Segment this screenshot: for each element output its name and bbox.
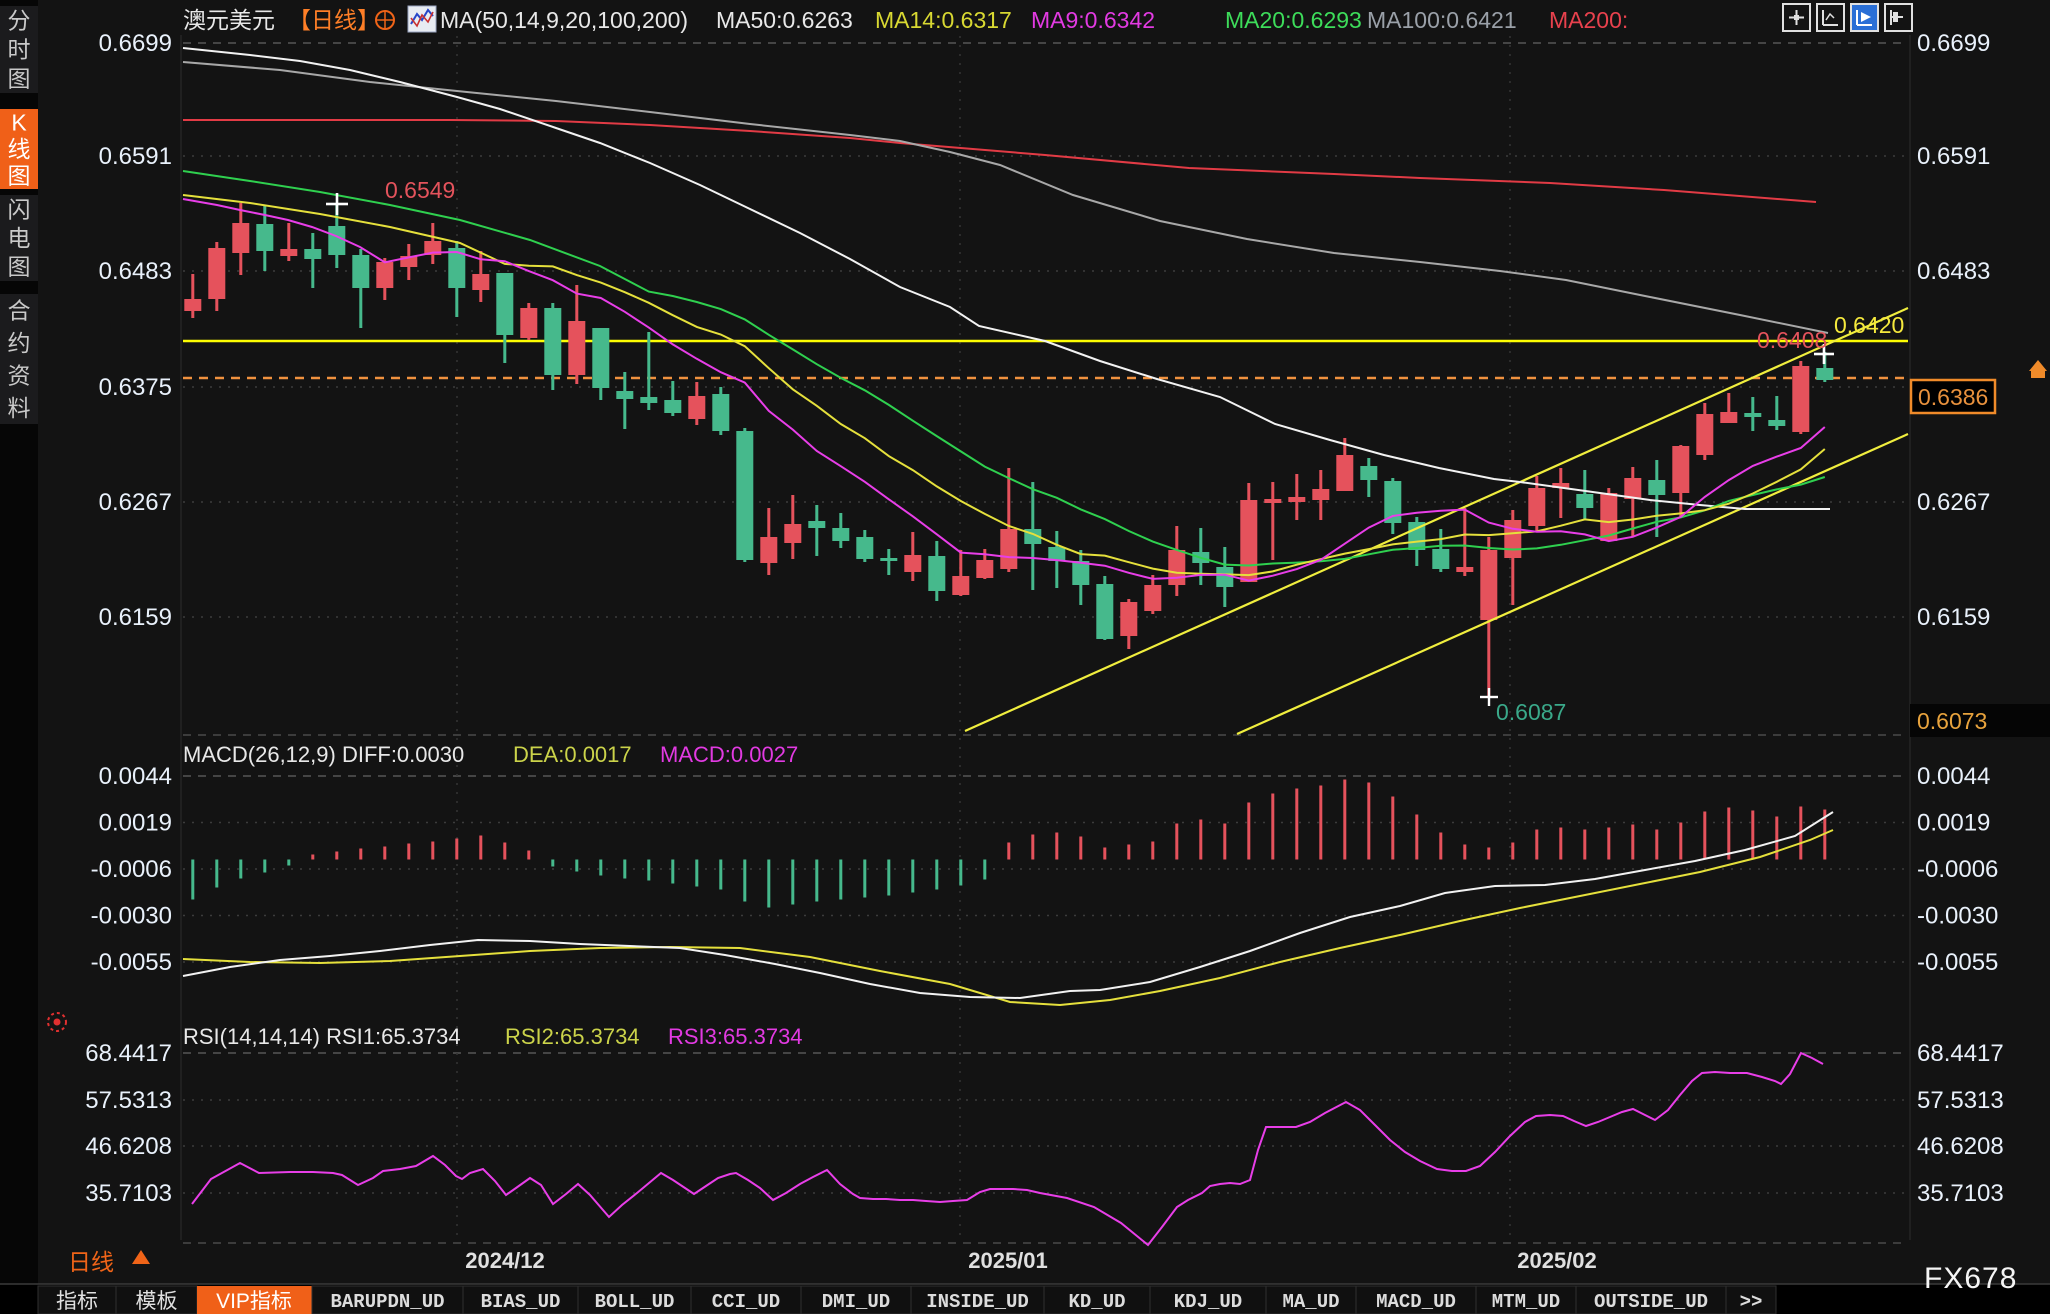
svg-text:0.0044: 0.0044 bbox=[99, 763, 172, 790]
svg-text:68.4417: 68.4417 bbox=[85, 1040, 172, 1067]
svg-text:闪: 闪 bbox=[8, 196, 31, 222]
svg-text:RSI3:65.3734: RSI3:65.3734 bbox=[668, 1024, 803, 1049]
svg-text:2024/12: 2024/12 bbox=[465, 1248, 545, 1273]
svg-text:-0.0030: -0.0030 bbox=[1917, 903, 1998, 930]
svg-text:0.0019: 0.0019 bbox=[1917, 810, 1990, 837]
svg-text:模板: 模板 bbox=[136, 1290, 178, 1313]
svg-text:0.0019: 0.0019 bbox=[99, 810, 172, 837]
svg-text:MA100:0.6421: MA100:0.6421 bbox=[1367, 7, 1517, 33]
svg-text:资: 资 bbox=[8, 362, 31, 388]
svg-text:BOLL_UD: BOLL_UD bbox=[595, 1291, 675, 1313]
svg-text:0.6699: 0.6699 bbox=[99, 30, 172, 57]
svg-text:KD_UD: KD_UD bbox=[1068, 1291, 1125, 1313]
svg-text:MA50:0.6263: MA50:0.6263 bbox=[716, 7, 853, 33]
svg-text:CCI_UD: CCI_UD bbox=[712, 1291, 780, 1313]
svg-text:FX678: FX678 bbox=[1924, 1262, 2017, 1295]
svg-text:K: K bbox=[11, 109, 27, 135]
svg-text:0.6267: 0.6267 bbox=[1917, 489, 1990, 516]
svg-text:0.6483: 0.6483 bbox=[99, 258, 172, 285]
svg-text:0.6549: 0.6549 bbox=[385, 177, 455, 203]
svg-text:MACD:0.0027: MACD:0.0027 bbox=[660, 742, 798, 767]
svg-text:68.4417: 68.4417 bbox=[1917, 1040, 2004, 1067]
svg-text:>>: >> bbox=[1740, 1291, 1763, 1313]
svg-text:MACD_UD: MACD_UD bbox=[1376, 1291, 1456, 1313]
svg-text:图: 图 bbox=[8, 254, 31, 280]
svg-text:0.6159: 0.6159 bbox=[99, 604, 172, 631]
svg-text:图: 图 bbox=[8, 163, 31, 189]
svg-text:57.5313: 57.5313 bbox=[85, 1087, 172, 1114]
svg-text:BIAS_UD: BIAS_UD bbox=[481, 1291, 561, 1313]
svg-text:0.6375: 0.6375 bbox=[99, 374, 172, 401]
svg-text:0.6386: 0.6386 bbox=[1918, 384, 1988, 410]
svg-text:-0.0055: -0.0055 bbox=[91, 949, 172, 976]
svg-text:电: 电 bbox=[8, 225, 31, 251]
svg-text:0.0044: 0.0044 bbox=[1917, 763, 1990, 790]
svg-text:DMI_UD: DMI_UD bbox=[822, 1291, 890, 1313]
svg-text:0.6420: 0.6420 bbox=[1834, 312, 1904, 338]
svg-text:指标: 指标 bbox=[56, 1290, 98, 1313]
svg-text:MA200:: MA200: bbox=[1549, 7, 1628, 33]
svg-text:分: 分 bbox=[8, 8, 31, 34]
svg-text:澳元美元: 澳元美元 bbox=[183, 7, 275, 33]
svg-text:MTM_UD: MTM_UD bbox=[1492, 1291, 1560, 1313]
svg-text:46.6208: 46.6208 bbox=[1917, 1133, 2004, 1160]
svg-text:MA20:0.6293: MA20:0.6293 bbox=[1225, 7, 1362, 33]
svg-text:线: 线 bbox=[8, 136, 31, 162]
svg-text:MA_UD: MA_UD bbox=[1282, 1291, 1339, 1313]
svg-text:46.6208: 46.6208 bbox=[85, 1133, 172, 1160]
svg-text:0.6267: 0.6267 bbox=[99, 489, 172, 516]
svg-text:2025/02: 2025/02 bbox=[1517, 1248, 1597, 1273]
svg-text:合: 合 bbox=[8, 297, 31, 323]
svg-text:MA9:0.6342: MA9:0.6342 bbox=[1031, 7, 1155, 33]
svg-text:料: 料 bbox=[8, 395, 31, 421]
svg-text:KDJ_UD: KDJ_UD bbox=[1174, 1291, 1242, 1313]
svg-text:INSIDE_UD: INSIDE_UD bbox=[926, 1291, 1029, 1313]
svg-text:2025/01: 2025/01 bbox=[968, 1248, 1048, 1273]
svg-text:0.6159: 0.6159 bbox=[1917, 604, 1990, 631]
svg-text:OUTSIDE_UD: OUTSIDE_UD bbox=[1594, 1291, 1708, 1313]
svg-text:VIP指标: VIP指标 bbox=[216, 1290, 292, 1313]
svg-text:时: 时 bbox=[8, 37, 31, 63]
svg-text:0.6699: 0.6699 bbox=[1917, 30, 1990, 57]
svg-text:约: 约 bbox=[8, 330, 31, 356]
svg-text:DEA:0.0017: DEA:0.0017 bbox=[513, 742, 632, 767]
svg-text:MA(50,14,9,20,100,200): MA(50,14,9,20,100,200) bbox=[440, 7, 688, 33]
svg-text:35.7103: 35.7103 bbox=[85, 1180, 172, 1207]
svg-text:MA14:0.6317: MA14:0.6317 bbox=[875, 7, 1012, 33]
svg-text:BARUPDN_UD: BARUPDN_UD bbox=[330, 1291, 444, 1313]
svg-text:0.6073: 0.6073 bbox=[1917, 708, 1987, 734]
svg-text:57.5313: 57.5313 bbox=[1917, 1087, 2004, 1114]
svg-text:日线: 日线 bbox=[68, 1249, 114, 1275]
svg-text:0.6591: 0.6591 bbox=[99, 143, 172, 170]
svg-text:RSI(14,14,14) RSI1:65.3734: RSI(14,14,14) RSI1:65.3734 bbox=[183, 1024, 461, 1049]
svg-text:-0.0030: -0.0030 bbox=[91, 903, 172, 930]
svg-text:-0.0006: -0.0006 bbox=[91, 856, 172, 883]
svg-text:0.6591: 0.6591 bbox=[1917, 143, 1990, 170]
svg-text:0.6087: 0.6087 bbox=[1496, 699, 1566, 725]
svg-text:图: 图 bbox=[8, 66, 31, 92]
svg-text:0.6408: 0.6408 bbox=[1757, 327, 1827, 353]
svg-text:RSI2:65.3734: RSI2:65.3734 bbox=[505, 1024, 640, 1049]
svg-text:MACD(26,12,9) DIFF:0.0030: MACD(26,12,9) DIFF:0.0030 bbox=[183, 742, 464, 767]
svg-text:-0.0006: -0.0006 bbox=[1917, 856, 1998, 883]
svg-text:35.7103: 35.7103 bbox=[1917, 1180, 2004, 1207]
svg-text:【日线】: 【日线】 bbox=[288, 7, 380, 33]
svg-text:-0.0055: -0.0055 bbox=[1917, 949, 1998, 976]
svg-text:0.6483: 0.6483 bbox=[1917, 258, 1990, 285]
